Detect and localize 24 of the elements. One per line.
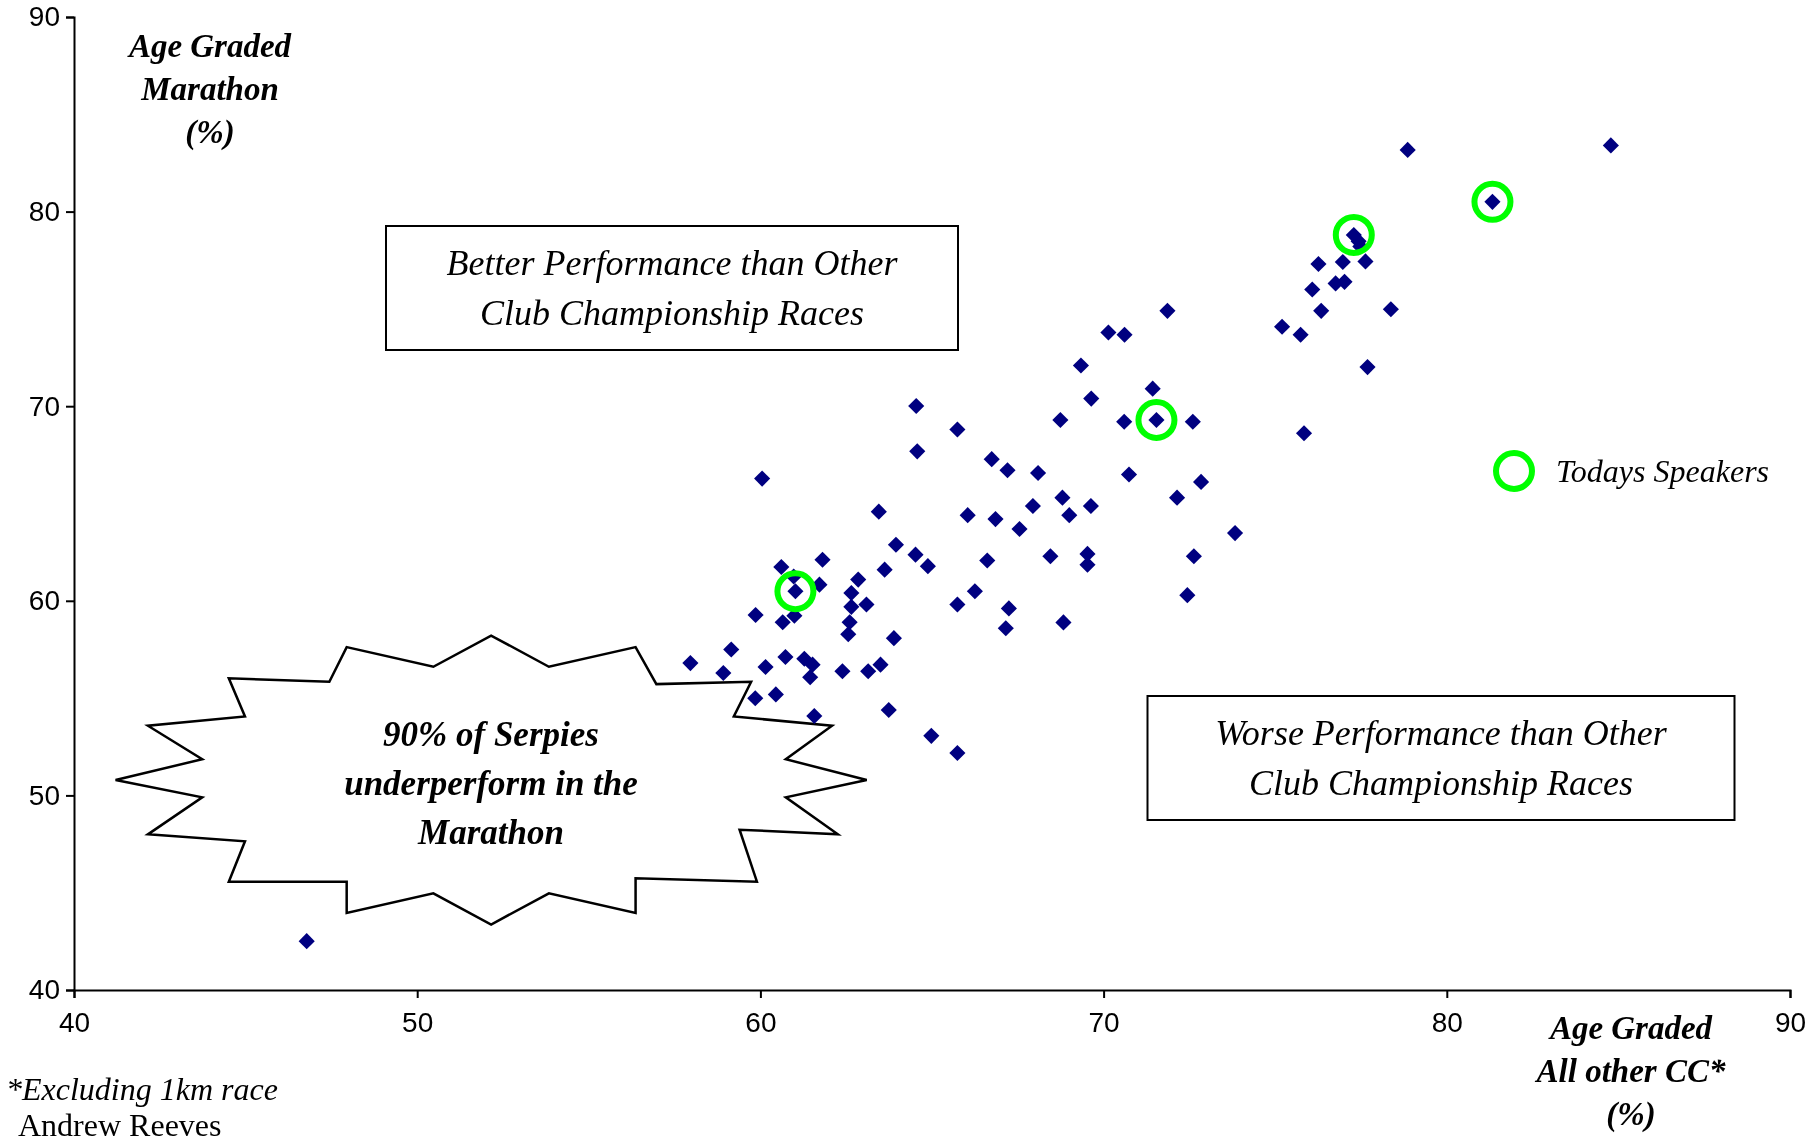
y-tick-label: 60 [28, 585, 60, 617]
annotation: 90% of Serpies underperform in the Marathon [344, 715, 638, 852]
y-axis-title: Age Graded Marathon (%) [126, 28, 292, 151]
y-tick-label: 70 [28, 390, 60, 422]
y-tick-label: 50 [28, 779, 60, 811]
point [1332, 213, 1375, 256]
text: Andrew Reeves [18, 1107, 222, 1143]
point [774, 570, 817, 613]
x-tick-label: 40 [58, 1006, 91, 1038]
x-tick-label: 70 [1088, 1006, 1120, 1038]
x-tick-label: 60 [745, 1006, 777, 1038]
x-tick-label: 80 [1431, 1006, 1463, 1038]
point [1471, 180, 1514, 223]
y-tick-label: 90 [28, 1, 60, 33]
x-tick-label: 90 [1774, 1006, 1807, 1038]
y-tick-label: 80 [28, 196, 60, 228]
annotation: Better Performance than Other Club Championship Races [446, 243, 899, 333]
text: *Excluding 1km race [6, 1071, 278, 1107]
legend-label: Todays Speakers [1556, 453, 1770, 489]
point [1135, 399, 1178, 442]
x-axis-title: Age Graded All other CC* (%) [1534, 1010, 1726, 1133]
x-tick-label: 50 [402, 1006, 434, 1038]
annotation: Worse Performance than Other Club Championship Races [1215, 713, 1668, 803]
y-tick-label: 40 [28, 974, 60, 1006]
